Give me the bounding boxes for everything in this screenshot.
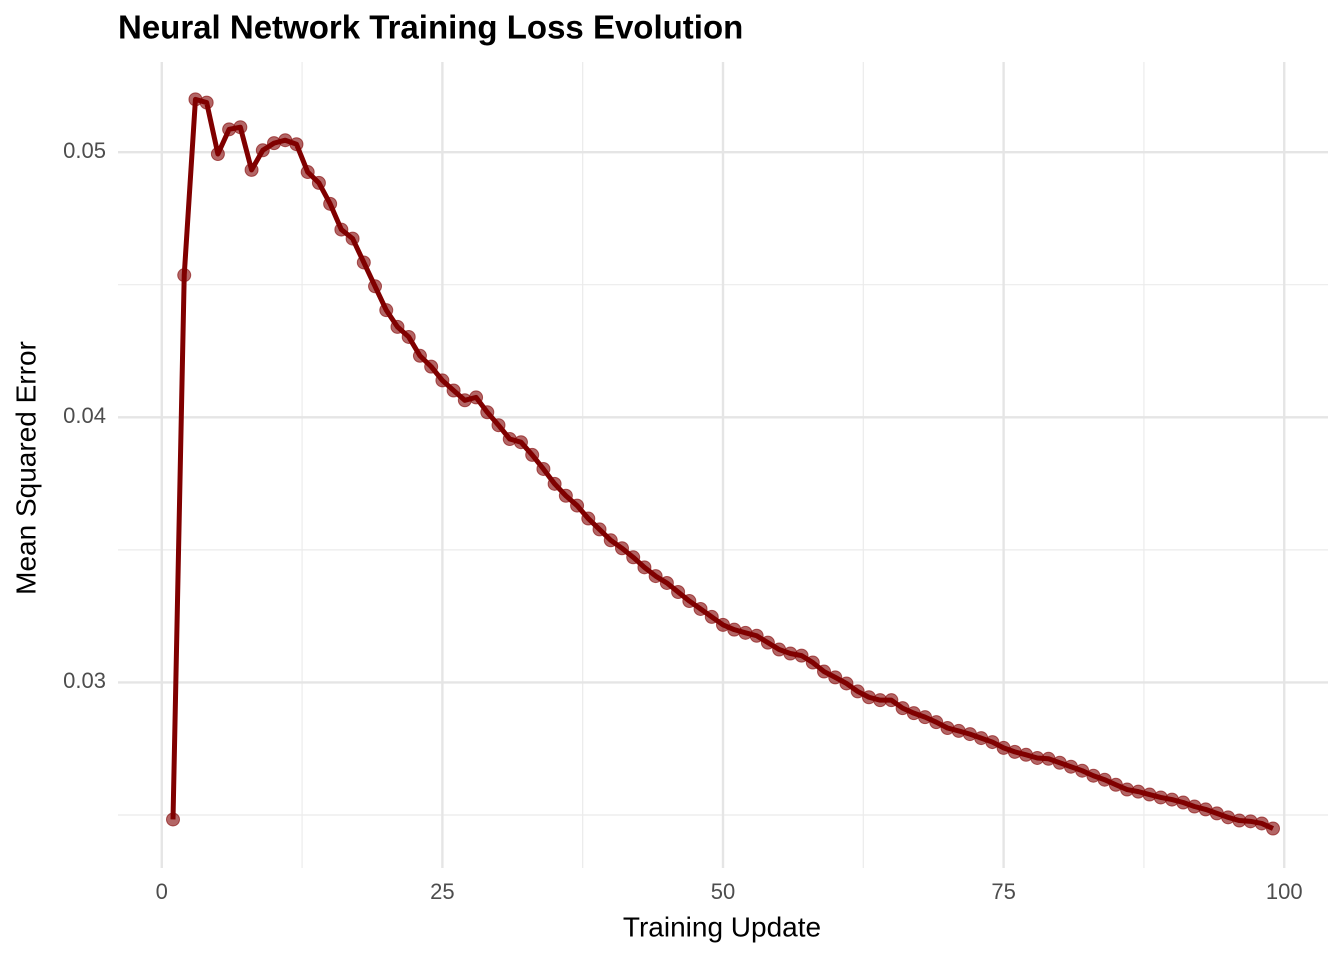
y-tick-label: 0.04 [63, 403, 106, 428]
x-tick-label: 50 [711, 879, 735, 904]
grid: 0 25 50 75 100 0.03 0.04 0.05 [63, 62, 1328, 904]
chart-title: Neural Network Training Loss Evolution [118, 9, 743, 46]
x-axis-title: Training Update [623, 911, 821, 942]
x-tick-label: 25 [430, 879, 454, 904]
x-tick-label: 100 [1266, 879, 1303, 904]
loss-line [170, 96, 1275, 831]
x-tick-label: 0 [156, 879, 168, 904]
y-tick-label: 0.05 [63, 138, 106, 163]
y-axis-title: Mean Squared Error [10, 341, 41, 595]
x-tick-label: 75 [991, 879, 1015, 904]
y-tick-label: 0.03 [63, 668, 106, 693]
plot-area [166, 92, 1280, 836]
